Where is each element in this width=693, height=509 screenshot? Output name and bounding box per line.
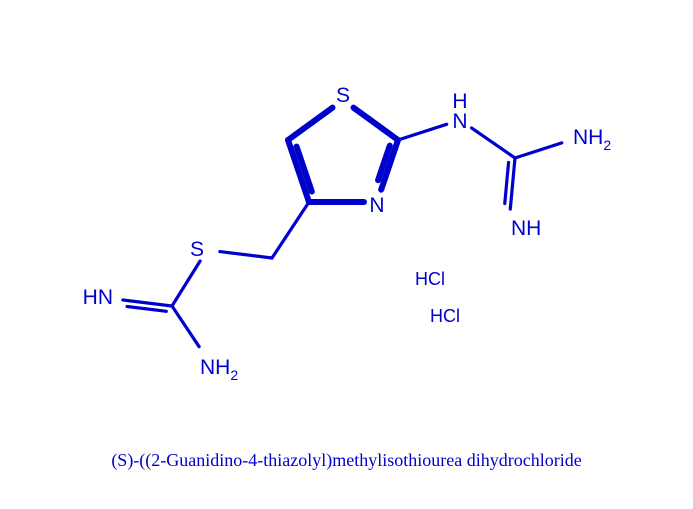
svg-text:HCl: HCl: [415, 269, 445, 289]
figure-stage: SNHNNH2NHSHNNH2HClHCl (S)-((2-Guanidino-…: [0, 0, 693, 509]
compound-caption: (S)-((2-Guanidino-4-thiazolyl)methylisot…: [0, 450, 693, 471]
svg-text:NH: NH: [511, 217, 541, 240]
svg-text:N: N: [369, 194, 384, 217]
svg-text:NH2: NH2: [573, 126, 611, 153]
svg-text:S: S: [190, 238, 204, 261]
svg-text:N: N: [452, 110, 467, 133]
molecule-svg: SNHNNH2NHSHNNH2HClHCl: [0, 0, 693, 509]
svg-text:S: S: [336, 84, 350, 107]
svg-text:HN: HN: [83, 286, 113, 309]
svg-text:HCl: HCl: [430, 306, 460, 326]
svg-text:NH2: NH2: [200, 356, 238, 383]
